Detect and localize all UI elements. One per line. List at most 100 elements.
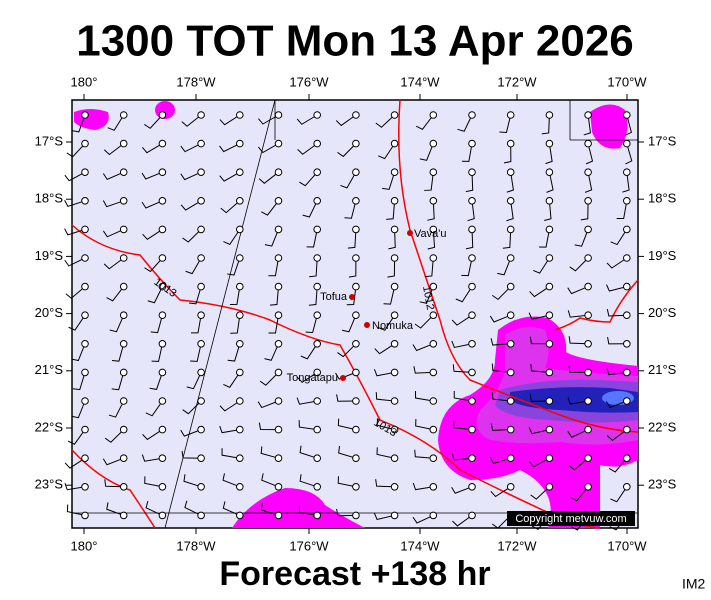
wind-barb: [268, 257, 279, 277]
wind-barb: [348, 257, 357, 278]
wind-barb: [451, 314, 473, 326]
wind-barb: [229, 286, 241, 305]
station: [468, 511, 476, 520]
station: [158, 454, 167, 463]
station: [274, 168, 283, 176]
wind-barb: [296, 397, 318, 405]
wind-barb: [259, 372, 279, 386]
station: [584, 454, 592, 463]
wind-barb: [188, 286, 202, 305]
station: [313, 397, 322, 405]
station: [390, 139, 399, 148]
lat-label: 21°S: [35, 362, 64, 377]
station: [274, 454, 283, 463]
station: [274, 340, 283, 348]
lon-label: 172°W: [497, 74, 537, 89]
wind-barb: [108, 400, 125, 418]
station: [274, 511, 283, 520]
station: [390, 425, 399, 434]
station: [352, 368, 360, 377]
wind-barb: [65, 286, 86, 299]
wind-barb: [453, 420, 473, 431]
wind-barb: [180, 200, 202, 211]
wind-barb: [103, 257, 124, 270]
station: [545, 168, 554, 176]
wind-barb: [569, 257, 589, 272]
station: [623, 168, 631, 176]
wind-barb: [452, 514, 473, 527]
station: [584, 368, 592, 377]
wind-barb: [622, 172, 630, 193]
station: [623, 254, 631, 262]
wind-barb: [111, 343, 125, 362]
wind-barb: [223, 372, 241, 388]
station: [158, 254, 167, 262]
station: [506, 168, 515, 176]
station: [313, 139, 322, 148]
station: [584, 168, 592, 176]
wind-barb: [546, 172, 554, 193]
station: [313, 368, 322, 377]
wind-barb: [111, 372, 125, 391]
station: [158, 340, 167, 348]
station: [197, 483, 205, 491]
station: [81, 454, 89, 463]
wind-barb: [102, 228, 124, 238]
wind-barb: [184, 500, 202, 516]
station: [119, 197, 128, 205]
wind-barb: [529, 336, 550, 345]
station: [429, 397, 438, 405]
wind-barb: [186, 372, 202, 390]
station: [119, 511, 128, 520]
station: [545, 340, 554, 348]
station: [313, 483, 322, 491]
title: 1300 TOT Mon 13 Apr 2026: [76, 17, 634, 66]
wind-barb: [608, 457, 628, 473]
station: [390, 397, 399, 405]
wind-barb: [145, 400, 163, 417]
station: [313, 511, 322, 520]
station: [81, 311, 89, 320]
wind-barb: [388, 229, 396, 250]
station: [584, 225, 592, 234]
station: [236, 397, 244, 405]
wind-barb: [544, 200, 552, 222]
station: [81, 254, 89, 262]
wind-barb: [106, 502, 124, 516]
wind-barb: [72, 372, 86, 391]
station: [274, 397, 283, 405]
wind-barb: [190, 343, 202, 362]
wind-barb: [580, 200, 589, 221]
station: [390, 197, 399, 205]
wind-barb: [545, 143, 553, 165]
wind-barb: [222, 501, 241, 516]
wind-barb: [570, 486, 589, 502]
lon-label: 172°W: [497, 538, 537, 553]
station: [506, 483, 515, 491]
wind-barb: [340, 171, 357, 189]
wind-barb: [64, 257, 86, 267]
wind-barb: [567, 310, 589, 318]
wind-barb: [378, 143, 396, 160]
lat-label: 18°S: [648, 191, 677, 206]
wind-barb: [465, 172, 474, 193]
station: [119, 397, 128, 405]
station: [429, 282, 438, 291]
station: [313, 311, 322, 320]
place-label: Nomuka: [372, 320, 414, 332]
wind-barb: [530, 486, 550, 500]
wind-barb: [376, 447, 395, 459]
station: [313, 454, 322, 463]
station: [352, 511, 360, 520]
station: [506, 311, 515, 320]
wind-barb: [180, 143, 202, 153]
lat-label: 23°S: [35, 477, 64, 492]
wind-barb: [222, 473, 240, 488]
wind-barb: [451, 486, 473, 494]
wind-barb: [269, 286, 279, 306]
station: [468, 454, 476, 463]
wind-barb: [299, 445, 318, 459]
station: [623, 368, 631, 377]
station: [119, 368, 128, 377]
